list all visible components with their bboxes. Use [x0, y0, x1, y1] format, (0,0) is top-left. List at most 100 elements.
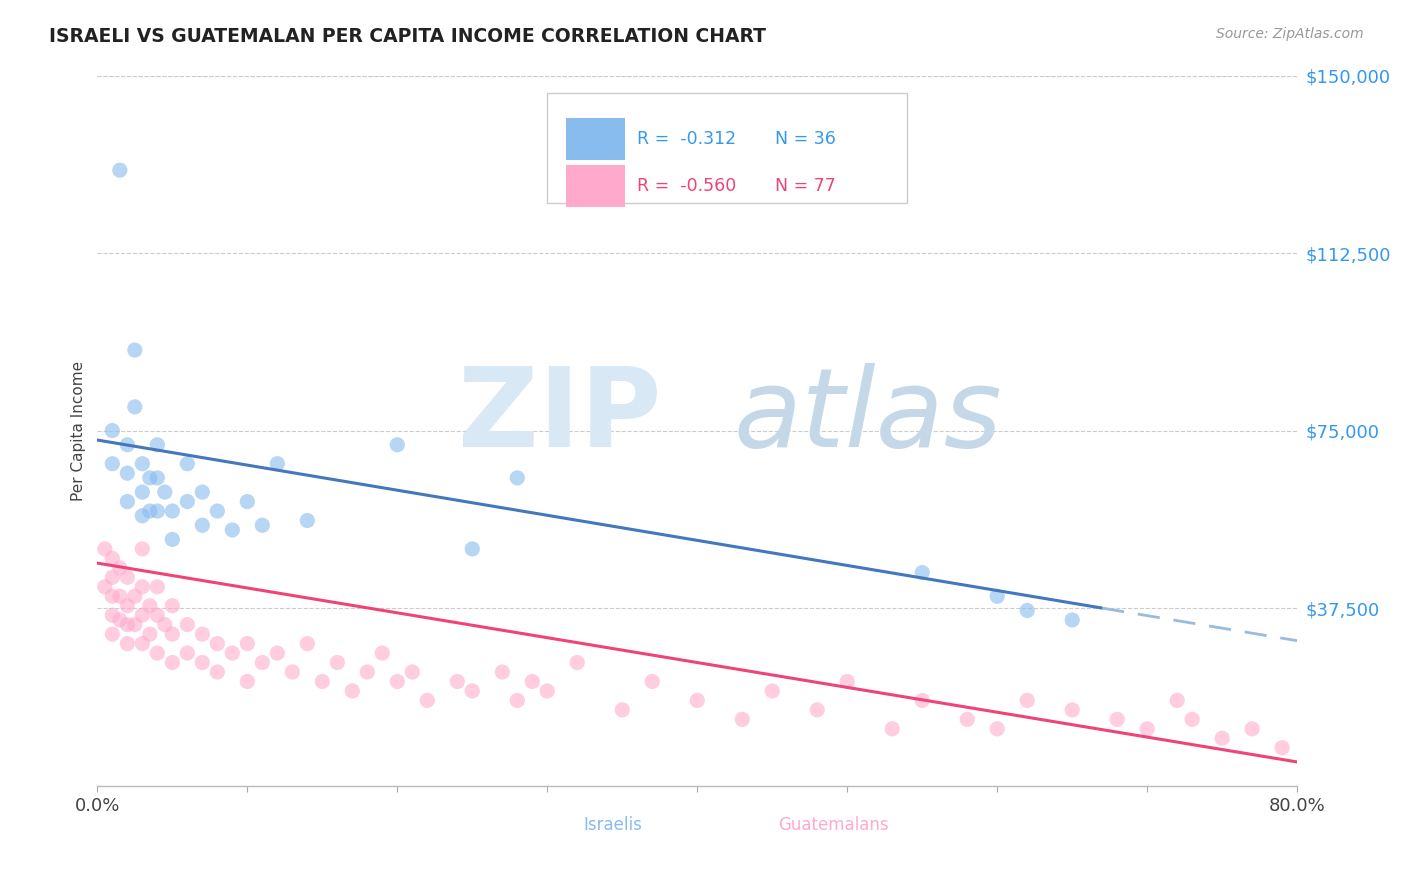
Point: [153, 617, 176, 632]
Point: [207, 665, 229, 679]
Point: [686, 693, 709, 707]
Point: [131, 457, 153, 471]
Point: [297, 637, 319, 651]
Point: [162, 504, 184, 518]
Point: [101, 424, 124, 438]
Point: [146, 608, 169, 623]
Text: Israelis: Israelis: [583, 815, 643, 834]
Point: [108, 589, 131, 603]
Point: [176, 494, 198, 508]
Point: [882, 722, 904, 736]
Point: [131, 541, 153, 556]
Point: [191, 656, 214, 670]
FancyBboxPatch shape: [731, 809, 766, 840]
Point: [221, 523, 243, 537]
Point: [536, 684, 558, 698]
Point: [131, 637, 153, 651]
Text: N = 36: N = 36: [775, 130, 837, 148]
Point: [176, 617, 198, 632]
Point: [567, 656, 589, 670]
FancyBboxPatch shape: [547, 94, 907, 203]
Point: [837, 674, 859, 689]
Point: [221, 646, 243, 660]
Point: [117, 466, 139, 480]
Point: [146, 504, 169, 518]
Point: [108, 163, 131, 178]
Point: [124, 400, 146, 414]
Point: [506, 471, 529, 485]
Point: [371, 646, 394, 660]
Point: [236, 637, 259, 651]
Point: [326, 656, 349, 670]
Point: [252, 518, 274, 533]
Point: [356, 665, 378, 679]
Y-axis label: Per Capita Income: Per Capita Income: [72, 360, 86, 500]
Point: [101, 589, 124, 603]
Point: [139, 471, 162, 485]
Point: [146, 471, 169, 485]
Point: [297, 514, 319, 528]
Point: [131, 580, 153, 594]
Point: [401, 665, 423, 679]
Point: [117, 617, 139, 632]
FancyBboxPatch shape: [567, 165, 626, 207]
Point: [522, 674, 544, 689]
Point: [146, 646, 169, 660]
Text: ISRAELI VS GUATEMALAN PER CAPITA INCOME CORRELATION CHART: ISRAELI VS GUATEMALAN PER CAPITA INCOME …: [49, 27, 766, 45]
Point: [986, 589, 1008, 603]
Text: atlas: atlas: [734, 363, 1002, 470]
Point: [139, 627, 162, 641]
Point: [446, 674, 468, 689]
Point: [416, 693, 439, 707]
Point: [506, 693, 529, 707]
FancyBboxPatch shape: [538, 809, 574, 840]
Point: [191, 485, 214, 500]
Point: [252, 656, 274, 670]
Point: [1062, 613, 1084, 627]
Point: [281, 665, 304, 679]
Point: [108, 561, 131, 575]
Point: [117, 438, 139, 452]
Point: [117, 599, 139, 613]
Point: [236, 674, 259, 689]
Point: [162, 533, 184, 547]
Text: Guatemalans: Guatemalans: [778, 815, 889, 834]
Point: [761, 684, 783, 698]
Point: [162, 656, 184, 670]
Point: [612, 703, 634, 717]
Point: [176, 646, 198, 660]
Point: [117, 637, 139, 651]
Point: [146, 438, 169, 452]
Point: [387, 674, 409, 689]
Point: [191, 627, 214, 641]
Text: R =  -0.312: R = -0.312: [637, 130, 737, 148]
Point: [162, 599, 184, 613]
Point: [1271, 740, 1294, 755]
Point: [207, 637, 229, 651]
Point: [101, 551, 124, 566]
Point: [117, 570, 139, 584]
Point: [117, 494, 139, 508]
Text: N = 77: N = 77: [775, 177, 837, 194]
Point: [139, 599, 162, 613]
Point: [124, 589, 146, 603]
Point: [1017, 693, 1039, 707]
Point: [911, 566, 934, 580]
Point: [101, 627, 124, 641]
Text: R =  -0.560: R = -0.560: [637, 177, 737, 194]
Point: [101, 457, 124, 471]
Point: [146, 580, 169, 594]
Point: [911, 693, 934, 707]
Point: [1136, 722, 1159, 736]
Point: [94, 541, 117, 556]
Point: [731, 712, 754, 726]
Point: [1017, 603, 1039, 617]
Text: ZIP: ZIP: [458, 363, 661, 470]
Point: [207, 504, 229, 518]
Point: [139, 504, 162, 518]
Point: [131, 608, 153, 623]
Point: [387, 438, 409, 452]
Point: [101, 570, 124, 584]
Point: [986, 722, 1008, 736]
Point: [461, 541, 484, 556]
